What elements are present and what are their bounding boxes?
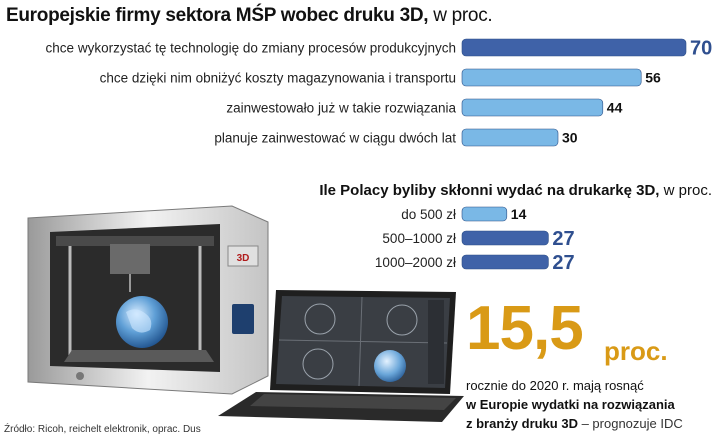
c1-bar-2 <box>461 98 604 117</box>
highlight-unit: proc. <box>604 336 668 366</box>
c1-category-label-2: zainwestowało już w takie rozwiązania <box>226 101 456 116</box>
c2-category-label-2: 1000–2000 zł <box>375 255 456 270</box>
highlight-number: 15,5 <box>466 294 584 363</box>
c1-value-label-2: 44 <box>607 100 623 116</box>
c2-value-label-1: 27 <box>552 228 574 250</box>
c1-value-label-0: 70 <box>690 38 712 60</box>
highlight-line-3: z branży druku 3D <box>466 416 578 431</box>
chart-title: Europejskie firmy sektora MŚP wobec druk… <box>6 5 493 27</box>
c1-value-label-1: 56 <box>645 70 661 86</box>
source-note: Źródło: Ricoh, reichelt elektronik, opra… <box>4 424 201 435</box>
c2-bar-0 <box>461 206 508 222</box>
chart2-title-unit: w proc. <box>663 182 712 199</box>
c2-category-label-0: do 500 zł <box>401 207 456 222</box>
c2-bar-2 <box>461 254 549 270</box>
c2-category-label-1: 500–1000 zł <box>382 231 456 246</box>
highlight-line-1: rocznie do 2020 r. mają rosnąć <box>466 378 644 393</box>
c1-bar-0 <box>461 38 687 57</box>
chart2-title-text: Ile Polacy byliby skłonni wydać na druka… <box>319 182 660 199</box>
chart-title-text: Europejskie firmy sektora MŚP wobec druk… <box>6 5 429 26</box>
c1-category-label-1: chce dzięki nim obniżyć koszty magazynow… <box>100 71 456 86</box>
c2-value-label-0: 14 <box>511 206 527 222</box>
highlight-forecast: – prognozuje IDC <box>581 416 683 431</box>
c1-category-label-3: planuje zainwestować w ciągu dwóch lat <box>214 131 456 146</box>
laptop-illustration <box>218 290 464 422</box>
c1-value-label-3: 30 <box>562 130 578 146</box>
c1-bar-3 <box>461 128 559 147</box>
c1-bar-1 <box>461 68 642 87</box>
highlight-note: rocznie do 2020 r. mają rosnąć w Europie… <box>466 376 716 433</box>
c2-value-label-2: 27 <box>552 252 574 274</box>
c2-bar-1 <box>461 230 549 246</box>
printer-control-panel <box>232 304 254 334</box>
c1-category-label-0: chce wykorzystać tę technologię do zmian… <box>46 41 456 56</box>
chart2-title: Ile Polacy byliby skłonni wydać na druka… <box>319 182 712 199</box>
3d-printer-illustration: 3D <box>27 205 269 395</box>
chart-title-unit: w proc. <box>433 5 493 26</box>
printer-logo: 3D <box>237 253 250 264</box>
highlight-line-2: w Europie wydatki na rozwiązania <box>466 397 675 412</box>
